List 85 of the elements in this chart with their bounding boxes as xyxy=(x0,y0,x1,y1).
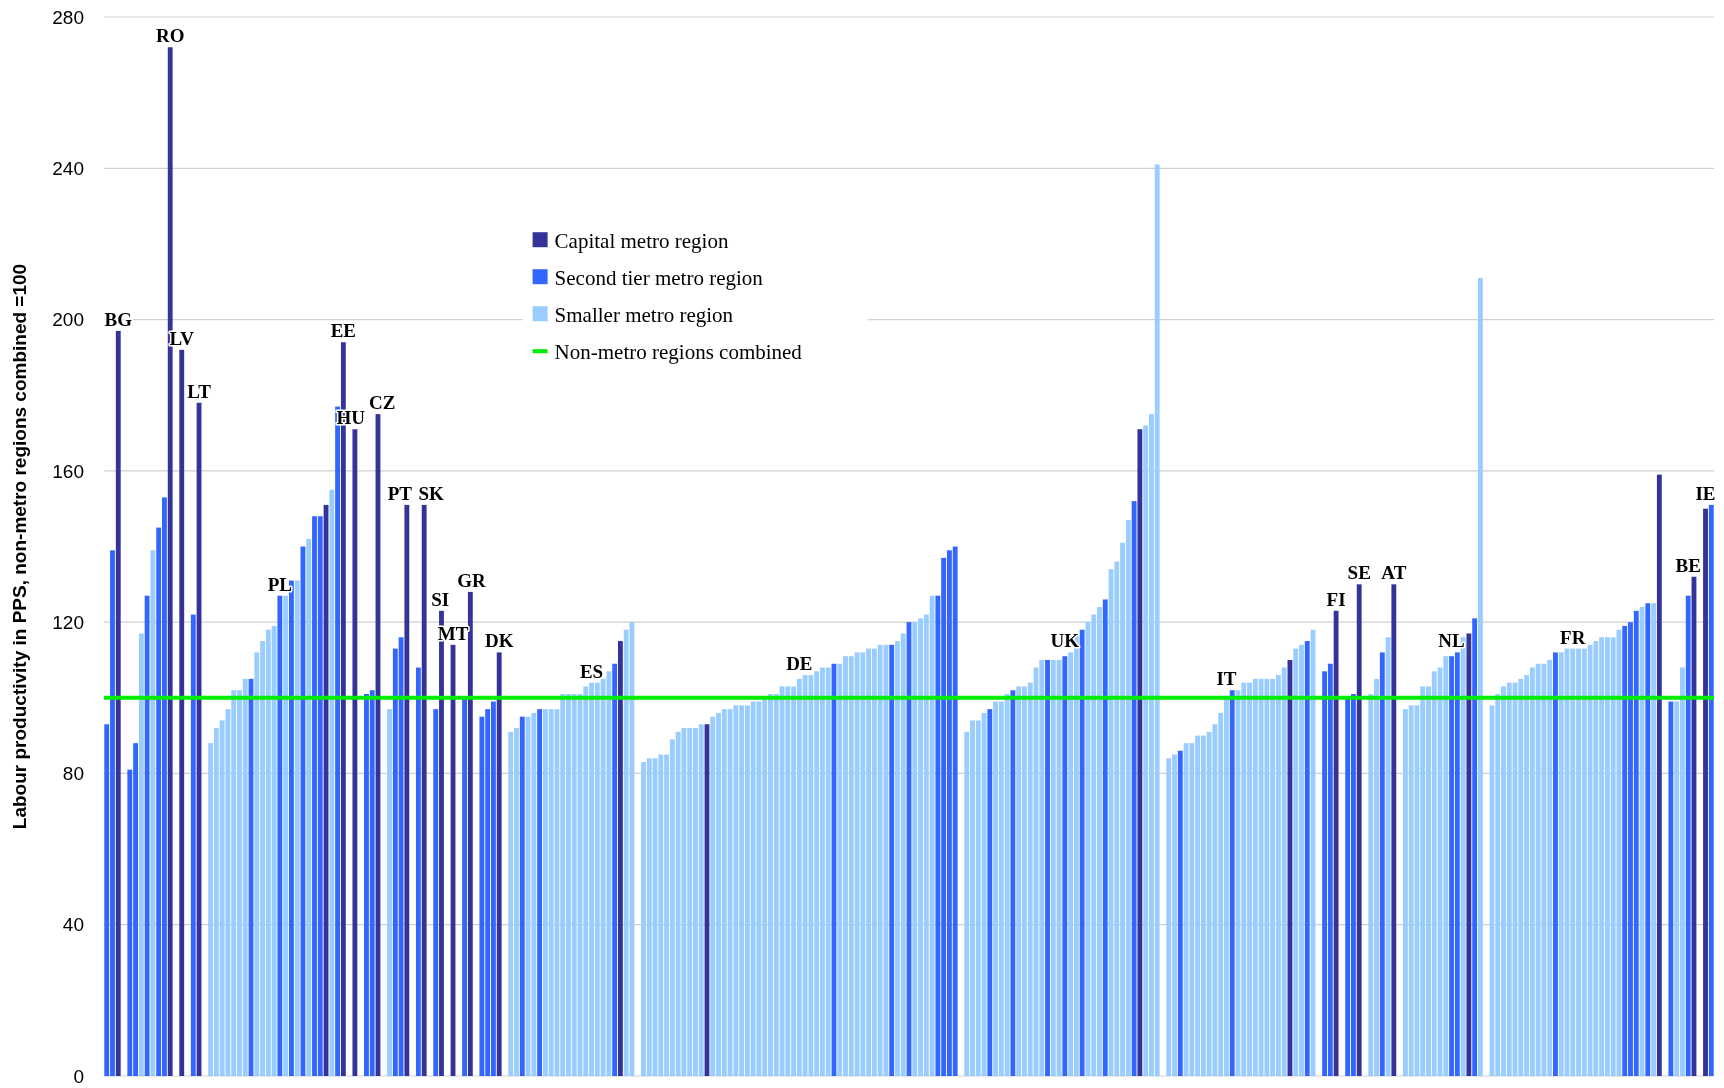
data-label: SE xyxy=(1347,562,1371,584)
bar xyxy=(1356,584,1362,1076)
bar xyxy=(1079,629,1085,1076)
bar xyxy=(1645,603,1651,1076)
bar xyxy=(277,595,283,1076)
bar xyxy=(415,667,421,1076)
data-label: UK xyxy=(1050,630,1080,652)
bar xyxy=(1656,474,1662,1076)
bar xyxy=(462,697,467,1076)
bar xyxy=(1333,610,1339,1076)
bar xyxy=(1477,277,1483,1076)
y-tick-label: 160 xyxy=(52,460,84,482)
data-label: BG xyxy=(104,308,133,330)
y-tick-label: 0 xyxy=(73,1065,84,1087)
bar xyxy=(1472,618,1478,1076)
bar xyxy=(612,663,618,1076)
data-label: SK xyxy=(418,482,445,504)
y-axis-title: Labour productivity in PPS, non-metro regions combined =100 xyxy=(9,263,30,830)
bar xyxy=(1010,690,1016,1076)
bar xyxy=(138,633,144,1076)
data-label: ES xyxy=(579,660,604,682)
data-label: DE xyxy=(786,653,813,675)
y-tick-label: 80 xyxy=(62,763,84,785)
data-label: SI xyxy=(431,588,450,610)
bar xyxy=(433,709,439,1076)
bar xyxy=(1685,595,1691,1076)
bar xyxy=(1062,656,1068,1076)
data-label: DK xyxy=(484,630,514,652)
bar xyxy=(519,716,525,1076)
data-label: NL xyxy=(1438,630,1465,652)
legend-label: Second tier metro region xyxy=(554,265,764,290)
y-tick-label: 280 xyxy=(52,6,84,28)
bar xyxy=(1304,641,1310,1076)
data-label: EE xyxy=(330,320,357,342)
bar xyxy=(387,709,392,1076)
legend-label: Capital metro region xyxy=(554,228,729,253)
y-tick-label: 120 xyxy=(52,611,84,633)
data-label: BE xyxy=(1675,554,1701,576)
bar xyxy=(1391,584,1397,1076)
bar xyxy=(1045,659,1050,1076)
bar xyxy=(1651,603,1656,1076)
bar xyxy=(889,644,895,1076)
bar xyxy=(1708,504,1714,1076)
bar xyxy=(150,550,156,1076)
bar xyxy=(1131,501,1137,1076)
y-tick-label: 200 xyxy=(52,309,84,331)
data-label: FI xyxy=(1326,588,1346,610)
bar xyxy=(1229,690,1235,1076)
data-label: IT xyxy=(1216,668,1237,690)
data-label: FR xyxy=(1560,626,1586,648)
bar xyxy=(283,595,289,1076)
bar xyxy=(617,641,623,1076)
bar xyxy=(352,429,358,1076)
bar xyxy=(1177,750,1183,1076)
data-label: RO xyxy=(155,25,185,47)
bar xyxy=(1137,429,1143,1076)
data-label: PT xyxy=(387,482,413,504)
bar xyxy=(179,349,185,1076)
y-tick-label: 40 xyxy=(62,914,84,936)
bar xyxy=(294,580,300,1076)
bar xyxy=(190,614,196,1076)
bar xyxy=(496,652,502,1076)
bar xyxy=(537,709,543,1076)
bar xyxy=(421,504,427,1076)
bar xyxy=(329,489,335,1076)
bar xyxy=(987,709,993,1076)
bar xyxy=(115,330,121,1076)
bar xyxy=(1379,652,1385,1076)
bar xyxy=(1102,599,1108,1076)
bar xyxy=(404,504,410,1076)
bar xyxy=(467,591,473,1076)
legend-label: Smaller metro region xyxy=(554,302,734,327)
bar xyxy=(1553,652,1558,1076)
legend-label: Non-metro regions combined xyxy=(554,339,803,364)
bar xyxy=(1668,701,1674,1076)
bar xyxy=(1466,633,1472,1076)
data-label: IE xyxy=(1695,482,1716,504)
bar xyxy=(306,538,312,1076)
data-label: CZ xyxy=(368,392,396,414)
data-label: AT xyxy=(1381,562,1407,584)
bar xyxy=(144,595,150,1076)
bar xyxy=(1703,508,1708,1076)
y-tick-label: 240 xyxy=(52,157,84,179)
data-label: GR xyxy=(457,569,487,591)
data-label: LT xyxy=(187,380,212,402)
